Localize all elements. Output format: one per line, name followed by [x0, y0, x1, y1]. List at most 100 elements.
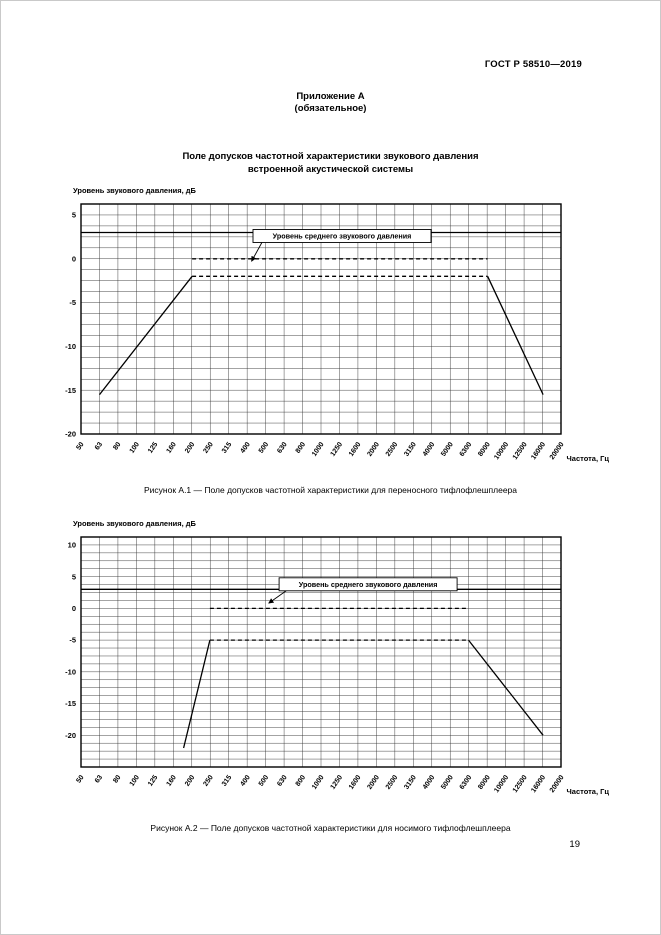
svg-text:-15: -15 [65, 386, 76, 395]
svg-text:1000: 1000 [311, 441, 326, 458]
svg-text:8000: 8000 [477, 441, 492, 458]
svg-text:1250: 1250 [329, 441, 344, 458]
svg-text:800: 800 [295, 441, 307, 455]
svg-text:2500: 2500 [385, 774, 400, 791]
series-lower-limit-right-slope [487, 276, 544, 395]
svg-text:315: 315 [221, 441, 233, 455]
svg-text:2000: 2000 [366, 441, 381, 458]
svg-text:800: 800 [295, 774, 307, 788]
svg-text:-10: -10 [65, 342, 76, 351]
appendix-title: Приложение А [296, 91, 365, 102]
svg-text:8000: 8000 [477, 774, 492, 791]
figure-a1-chart: Уровень звукового давления, дБ 5 0 -5 -10 -1… [51, 186, 636, 486]
svg-text:-20: -20 [65, 731, 76, 740]
x-tick-labels: 50 63 80 100 125 160 200 250 315 400 500 630 800 1000… [75, 774, 565, 794]
svg-text:160: 160 [166, 441, 178, 455]
svg-text:50: 50 [75, 774, 85, 784]
svg-text:6300: 6300 [459, 441, 474, 458]
svg-text:12500: 12500 [512, 774, 529, 794]
svg-text:10000: 10000 [493, 441, 510, 461]
chart-grid [80, 536, 562, 768]
svg-text:-5: -5 [69, 636, 76, 645]
annotation-arrow [251, 240, 264, 262]
mean-level-annotation: Уровень среднего звукового давления [268, 577, 458, 604]
svg-text:630: 630 [276, 774, 288, 788]
svg-text:1000: 1000 [311, 774, 326, 791]
svg-text:2000: 2000 [366, 774, 381, 791]
series-lower-limit-left-slope [98, 275, 193, 396]
svg-text:16000: 16000 [530, 774, 547, 794]
series-lower-limit-left-slope [182, 639, 211, 749]
svg-text:250: 250 [202, 441, 214, 455]
svg-text:200: 200 [184, 774, 196, 788]
svg-text:-20: -20 [65, 430, 76, 439]
section-title-line1: Поле допусков частотной характеристики з… [182, 151, 479, 162]
mean-level-annotation: Уровень среднего звукового давления [251, 229, 432, 262]
svg-text:50: 50 [75, 441, 85, 451]
svg-text:400: 400 [239, 441, 251, 455]
svg-text:5000: 5000 [440, 441, 455, 458]
svg-text:0: 0 [72, 604, 76, 613]
appendix-heading: Приложение А (обязательное) [1, 91, 660, 115]
y-axis-title: Уровень звукового давления, дБ [73, 186, 196, 195]
svg-text:5: 5 [72, 572, 76, 581]
svg-text:2500: 2500 [385, 441, 400, 458]
svg-text:1250: 1250 [329, 774, 344, 791]
svg-text:250: 250 [202, 774, 214, 788]
annotation-label: Уровень среднего звукового давления [273, 232, 412, 241]
svg-text:-5: -5 [69, 298, 76, 307]
svg-text:0: 0 [72, 254, 76, 263]
svg-text:100: 100 [129, 441, 141, 455]
annotation-box [278, 577, 458, 592]
figure-a2-caption: Рисунок А.2 — Поле допусков частотной ха… [150, 823, 511, 833]
svg-text:6300: 6300 [459, 774, 474, 791]
svg-text:-15: -15 [65, 699, 76, 708]
plot-border [80, 203, 562, 435]
x-axis-title: Частота, Гц [567, 787, 610, 796]
svg-text:-10: -10 [65, 667, 76, 676]
svg-text:125: 125 [147, 441, 159, 455]
svg-text:10000: 10000 [493, 774, 510, 794]
svg-text:16000: 16000 [530, 441, 547, 461]
svg-text:5000: 5000 [440, 774, 455, 791]
y-tick-labels: 5 0 -5 -10 -15 -20 [65, 211, 76, 439]
svg-text:80: 80 [112, 774, 122, 784]
x-tick-labels: 50 63 80 100 125 160 200 250 315 400 500 630 800 1000… [75, 441, 565, 461]
svg-text:100: 100 [129, 774, 141, 788]
svg-text:200: 200 [184, 441, 196, 455]
svg-text:20000: 20000 [549, 441, 566, 461]
svg-text:500: 500 [258, 441, 270, 455]
annotation-box [252, 229, 432, 243]
svg-text:20000: 20000 [549, 774, 566, 794]
series-lower-limit-right-slope [467, 639, 544, 736]
section-title-line2: встроенной акустической системы [247, 163, 414, 175]
svg-text:80: 80 [112, 441, 122, 451]
svg-text:10: 10 [68, 541, 76, 550]
svg-text:4000: 4000 [422, 441, 437, 458]
svg-text:1600: 1600 [348, 441, 363, 458]
svg-text:160: 160 [166, 774, 178, 788]
appendix-subtitle: (обязательное) [294, 103, 367, 114]
section-title: Поле допусков частотной характеристики з… [1, 151, 660, 176]
svg-text:125: 125 [147, 774, 159, 788]
svg-text:3150: 3150 [403, 774, 418, 791]
figure-a2-chart: Уровень звукового давления, дБ 10 5 0 -5 -10… [51, 519, 636, 819]
svg-text:315: 315 [221, 774, 233, 788]
svg-text:630: 630 [276, 441, 288, 455]
x-axis-title: Частота, Гц [567, 454, 610, 463]
y-tick-labels: 10 5 0 -5 -10 -15 -20 [65, 541, 76, 740]
svg-text:1600: 1600 [348, 774, 363, 791]
svg-text:500: 500 [258, 774, 270, 788]
plot-border [80, 536, 562, 768]
svg-text:12500: 12500 [512, 441, 529, 461]
svg-text:63: 63 [94, 441, 104, 451]
y-axis-title: Уровень звукового давления, дБ [73, 519, 196, 528]
svg-text:5: 5 [72, 211, 76, 220]
svg-text:3150: 3150 [403, 441, 418, 458]
svg-text:4000: 4000 [422, 774, 437, 791]
standard-number: ГОСТ Р 58510—2019 [484, 59, 582, 70]
svg-text:63: 63 [94, 774, 104, 784]
